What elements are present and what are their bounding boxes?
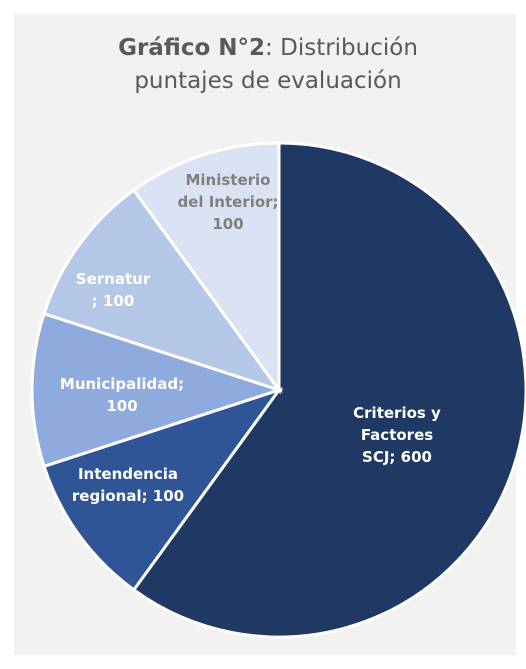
data-label: Municipalidad; 100	[59, 375, 185, 415]
chart-title: Gráfico N°2: Distribución puntajes de ev…	[83, 32, 453, 98]
pie-slice	[42, 387, 283, 592]
pie-slice	[42, 188, 283, 393]
data-label: Sernatur ; 100	[75, 270, 151, 310]
pie-slice	[131, 141, 526, 639]
data-label: Ministerio del Interior; 100	[177, 171, 279, 233]
pie-slice	[131, 141, 281, 395]
pie-slice	[30, 311, 284, 469]
title-rest: : Distribución puntajes de evaluación	[134, 35, 418, 94]
title-bold: Gráfico N°2	[118, 35, 266, 61]
data-label: Intendencia regional; 100	[71, 465, 185, 505]
data-label: Criterios y Factores SCJ; 600	[353, 404, 441, 466]
